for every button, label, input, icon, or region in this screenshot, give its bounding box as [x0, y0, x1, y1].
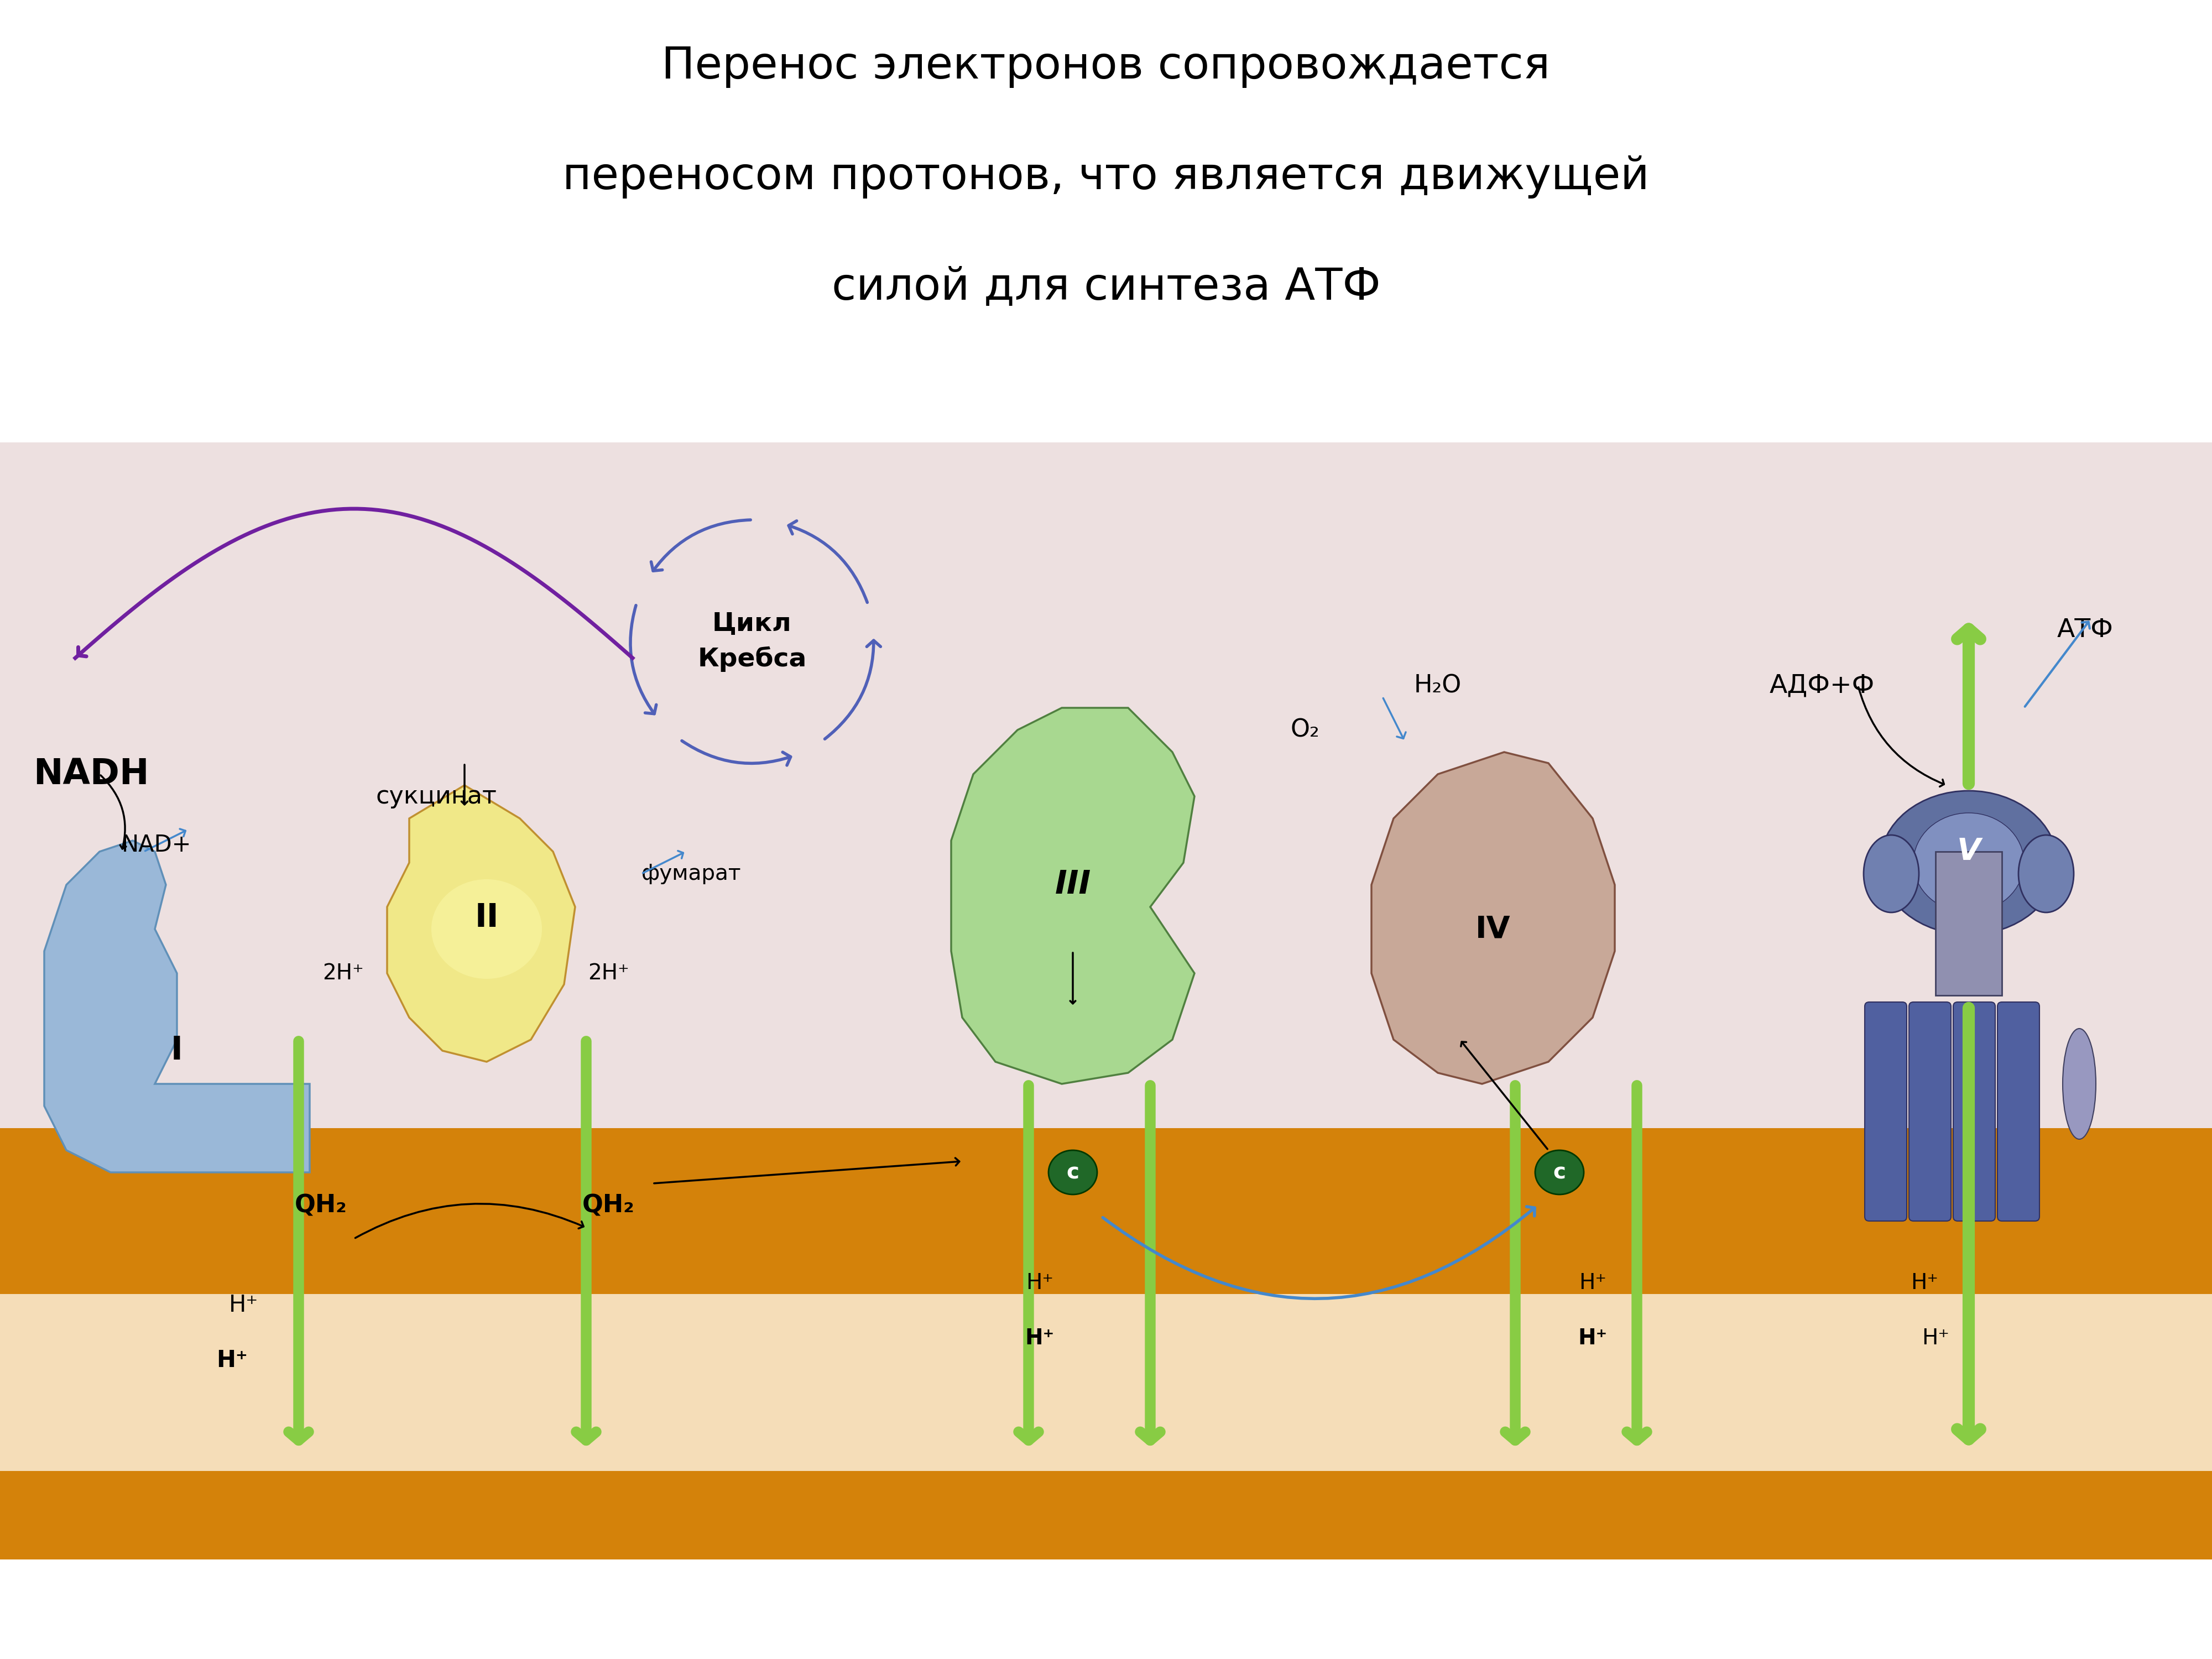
- Polygon shape: [387, 785, 575, 1062]
- Text: QH₂: QH₂: [294, 1194, 347, 1218]
- Text: c: c: [1066, 1161, 1079, 1183]
- Text: H⁺: H⁺: [1577, 1327, 1608, 1349]
- Text: II: II: [476, 902, 498, 934]
- Text: Кребса: Кребса: [697, 647, 807, 672]
- Ellipse shape: [2017, 834, 2075, 912]
- Bar: [0, 1128, 2212, 1294]
- Text: III: III: [1055, 869, 1091, 901]
- Text: 2H⁺: 2H⁺: [588, 962, 628, 984]
- Ellipse shape: [1535, 1150, 1584, 1194]
- Polygon shape: [44, 841, 310, 1173]
- Ellipse shape: [431, 879, 542, 979]
- Text: H⁺: H⁺: [1024, 1327, 1055, 1349]
- FancyBboxPatch shape: [1953, 1002, 1995, 1221]
- FancyBboxPatch shape: [1865, 1002, 1907, 1221]
- Polygon shape: [951, 708, 1194, 1083]
- Ellipse shape: [1880, 791, 2057, 934]
- Ellipse shape: [1048, 1150, 1097, 1194]
- Text: O₂: O₂: [1290, 718, 1321, 742]
- Text: NADH: NADH: [33, 757, 148, 791]
- Text: NAD+: NAD+: [122, 833, 192, 856]
- Ellipse shape: [1863, 834, 1920, 912]
- Text: H₂O: H₂O: [1413, 674, 1462, 697]
- Ellipse shape: [2062, 1029, 2097, 1140]
- Text: H⁺: H⁺: [1579, 1272, 1606, 1294]
- Text: H⁺: H⁺: [217, 1349, 248, 1372]
- FancyBboxPatch shape: [1936, 851, 2002, 995]
- Text: H⁺: H⁺: [1026, 1272, 1053, 1294]
- Polygon shape: [1371, 752, 1615, 1083]
- Text: Цикл: Цикл: [712, 612, 792, 637]
- Bar: [0, 1472, 2212, 1559]
- Ellipse shape: [1913, 813, 2024, 912]
- Text: H⁺: H⁺: [228, 1294, 259, 1317]
- Bar: [0, 0, 2212, 443]
- Text: АТФ: АТФ: [2057, 619, 2112, 644]
- Text: c: c: [1553, 1161, 1566, 1183]
- FancyBboxPatch shape: [1997, 1002, 2039, 1221]
- Bar: [0, 443, 2212, 1216]
- Text: фумарат: фумарат: [641, 863, 741, 884]
- Text: IV: IV: [1475, 914, 1511, 944]
- Text: силой для синтеза АТФ: силой для синтеза АТФ: [832, 265, 1380, 309]
- Text: 2H⁺: 2H⁺: [323, 962, 363, 984]
- Text: H⁺: H⁺: [1911, 1272, 1938, 1294]
- Text: переносом протонов, что является движущей: переносом протонов, что является движуще…: [562, 156, 1650, 199]
- Bar: [0, 1272, 2212, 1481]
- Text: V: V: [1958, 836, 1980, 866]
- Text: Перенос электронов сопровождается: Перенос электронов сопровождается: [661, 45, 1551, 88]
- Text: I: I: [170, 1035, 184, 1067]
- Text: QH₂: QH₂: [582, 1194, 635, 1218]
- Text: H⁺: H⁺: [1922, 1327, 1949, 1349]
- Text: АДФ+Ф: АДФ+Ф: [1770, 674, 1876, 698]
- Text: сукцинат: сукцинат: [376, 785, 498, 808]
- FancyBboxPatch shape: [1909, 1002, 1951, 1221]
- Bar: [0, 1472, 2212, 1659]
